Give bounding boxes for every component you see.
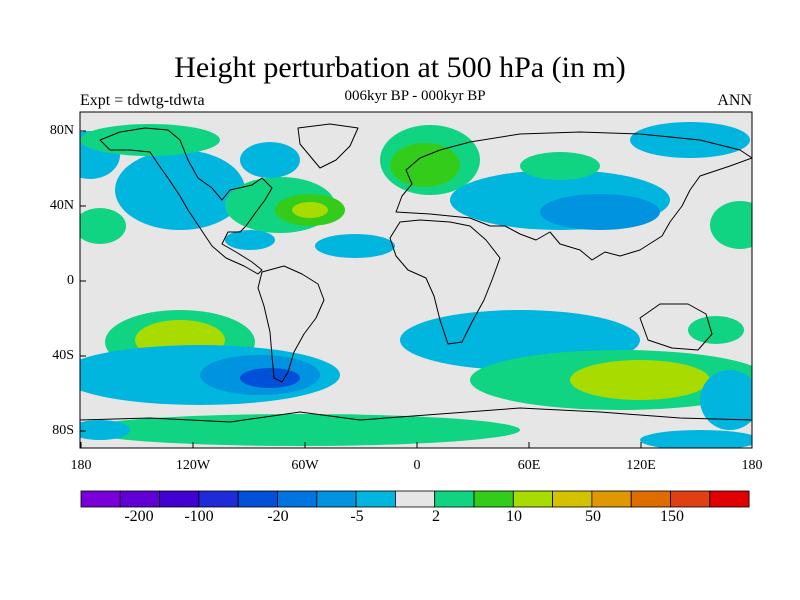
- colorbar-label-4: -5: [350, 508, 364, 525]
- tasman-positive: [688, 316, 744, 344]
- north-america-coast: [99, 127, 273, 275]
- colorbar-label-2: -100: [184, 508, 214, 525]
- lon-tick-120e: 120E: [626, 458, 656, 473]
- colorbar-label-1: -200: [124, 508, 154, 525]
- lat-tick-80n: 80N: [49, 123, 74, 138]
- arctic-positive-west: [80, 124, 220, 156]
- colorbar-swatch-0: [80, 490, 121, 508]
- colorbar-swatch-4: [237, 490, 278, 508]
- colorbar-swatch-14: [630, 490, 671, 508]
- colorbar-label-8: 150: [660, 508, 684, 525]
- south-america-coast: [257, 265, 325, 383]
- colorbar-label-7: 50: [585, 508, 601, 525]
- central-pacific-positive: [80, 208, 126, 244]
- colorbar-swatch-9: [434, 490, 475, 508]
- colorbar-swatch-13: [591, 490, 632, 508]
- lat-tick-40s: 40S: [52, 348, 74, 363]
- colorbar-swatch-7: [355, 490, 396, 508]
- colorbar-swatch-1: [119, 490, 161, 508]
- colorbar-label-6: 10: [506, 508, 522, 525]
- w-pacific-positive: [710, 201, 752, 249]
- greenland-coast: [297, 123, 359, 169]
- colorbar-label-3: -20: [267, 508, 289, 525]
- lon-tick-180w: 180: [70, 458, 92, 473]
- colorbar-swatch-16: [709, 490, 750, 508]
- continent-outlines: [80, 123, 752, 423]
- ne-asia-negative: [630, 122, 750, 158]
- season-label: ANN: [717, 92, 752, 109]
- asia-negative-core: [540, 194, 660, 230]
- colorbar-swatch-5: [277, 490, 318, 508]
- southern-ocean-negative-peak: [240, 368, 300, 388]
- contour-fill: [80, 112, 752, 448]
- antarctic-positive-small: [437, 431, 473, 441]
- africa-coast: [389, 219, 501, 345]
- experiment-label: Expt = tdwtg-tdwta: [80, 92, 205, 109]
- colorbar-swatch-3: [198, 490, 239, 508]
- lat-tick-40n: 40N: [49, 198, 74, 213]
- n-atlantic-positive-peak: [292, 202, 328, 218]
- colorbar-swatch-8: [394, 490, 436, 508]
- lon-tick-60w: 60W: [291, 458, 319, 473]
- caribbean-negative: [225, 230, 275, 250]
- southern-ocean-positive-core: [570, 360, 710, 400]
- map-title: Height perturbation at 500 hPa (in m): [174, 51, 626, 84]
- map-frame: [79, 111, 753, 449]
- lon-tick-0: 0: [413, 458, 421, 473]
- siberia-positive: [520, 152, 600, 180]
- colorbar-swatch-6: [316, 490, 357, 508]
- colorbar-swatch-12: [552, 490, 593, 508]
- se-edge-negative: [700, 370, 752, 430]
- lon-tick-180e: 180: [741, 458, 763, 473]
- colorbar-swatch-15: [670, 490, 711, 508]
- colorbar-swatch-10: [473, 490, 514, 508]
- lon-tick-120w: 120W: [175, 458, 211, 473]
- axis-ticks: [80, 130, 753, 448]
- lat-tick-0: 0: [67, 273, 74, 288]
- lon-tick-60e: 60E: [517, 458, 541, 473]
- antarctica-coast: [80, 407, 752, 423]
- colorbar-swatch-2: [159, 490, 200, 508]
- antarctic-positive: [80, 414, 520, 446]
- height-field: [80, 122, 752, 448]
- colorbar: [80, 490, 750, 508]
- antarctic-negative-west: [80, 420, 130, 440]
- labrador-negative: [240, 142, 300, 178]
- period-label: 006kyr BP - 000kyr BP: [344, 88, 486, 104]
- colorbar-label-5: 2: [432, 508, 440, 525]
- colorbar-swatch-11: [512, 490, 553, 508]
- lat-tick-80s: 80S: [52, 423, 74, 438]
- ne-pacific-negative: [115, 150, 245, 230]
- europe-positive-core: [390, 143, 460, 187]
- australia-coast: [639, 303, 713, 351]
- antarctic-negative-east: [640, 430, 752, 448]
- eurasia-coast: [395, 131, 752, 261]
- tropical-atlantic-negative: [315, 234, 395, 258]
